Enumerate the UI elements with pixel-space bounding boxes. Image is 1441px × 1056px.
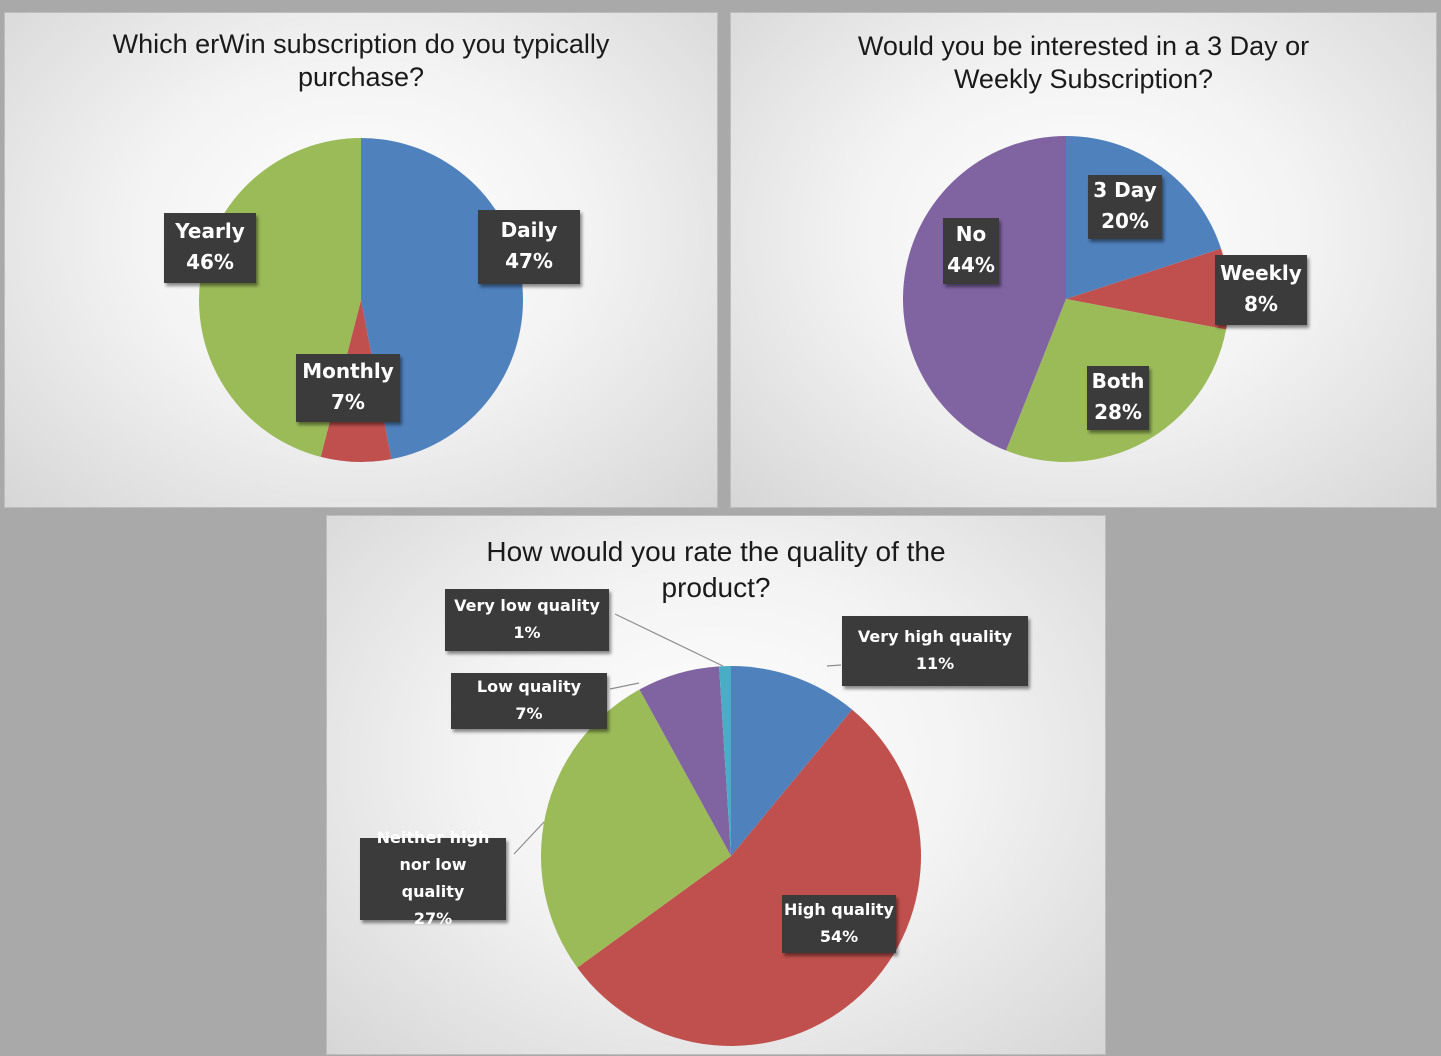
- chart-title: Which erWin subscription do you typicall…: [112, 29, 610, 92]
- data-label-box: [360, 838, 506, 920]
- pie-slice-very-high-quality: [731, 666, 853, 856]
- pie-chart-subscription-type: Daily 47% Monthly 7% Yearly 46%: [164, 138, 580, 462]
- data-label-value: 8%: [1244, 292, 1278, 316]
- pie-slice-no: [903, 136, 1066, 451]
- data-label-category: 3 Day: [1093, 178, 1156, 202]
- data-label-value: 20%: [1101, 209, 1149, 233]
- chart-panel-product-quality: How would you rate the quality of the pr…: [326, 515, 1106, 1055]
- data-label-box: [1087, 366, 1149, 430]
- data-label-category: No: [956, 222, 986, 246]
- data-label-3-day: 3 Day 20%: [1088, 175, 1162, 239]
- data-label-value: 47%: [505, 249, 553, 273]
- leader-line: [826, 664, 842, 667]
- data-label-both: Both 28%: [1087, 366, 1149, 430]
- data-label-yearly: Yearly 46%: [164, 213, 256, 283]
- data-label-category: Low quality: [477, 677, 582, 696]
- pie-slice-weekly: [1066, 248, 1229, 330]
- data-label-category: Both: [1092, 369, 1145, 393]
- pie-slice-very-low-quality: [719, 666, 731, 856]
- data-label-daily: Daily 47%: [478, 210, 580, 284]
- data-label-value: 28%: [1094, 400, 1142, 424]
- data-label-value: 7%: [331, 390, 365, 414]
- data-label-category: Yearly: [174, 219, 244, 243]
- leader-line: [513, 821, 545, 855]
- data-label-value: 46%: [186, 250, 234, 274]
- data-label-value: 44%: [947, 253, 995, 277]
- data-label-weekly: Weekly 8%: [1215, 255, 1307, 325]
- data-label-box: [445, 589, 609, 651]
- data-label-value: 1%: [513, 623, 540, 642]
- data-label-value: 7%: [515, 704, 542, 723]
- leader-line: [609, 682, 640, 690]
- pie-slice-low-quality: [639, 666, 731, 856]
- data-label-neither-high-nor-low-quality: Neither high nor low quality 27%: [360, 828, 506, 928]
- leader-line: [614, 613, 724, 667]
- data-label-category: Daily: [501, 218, 558, 242]
- pie-slice-high-quality: [577, 709, 921, 1046]
- chart-panel-short-subscription-interest: Would you be interested in a 3 Day or We…: [730, 12, 1437, 508]
- data-label-category: Very high quality: [858, 627, 1013, 646]
- data-label-very-high-quality: Very high quality 11%: [842, 616, 1028, 686]
- chart-title: Would you be interested in a 3 Day or We…: [857, 31, 1310, 94]
- chart-title: How would you rate the quality of the pr…: [486, 536, 946, 603]
- data-label-box: [478, 210, 580, 284]
- pie-chart-product-quality: Very high quality 11% High quality 54% Neith…: [360, 589, 1028, 1046]
- data-label-box: [1088, 175, 1162, 239]
- data-label-value: 54%: [820, 927, 858, 946]
- data-label-box: [782, 895, 896, 953]
- data-label-category: quality: [402, 882, 465, 901]
- data-label-category: Neither high: [377, 828, 490, 847]
- data-label-category: Weekly: [1220, 261, 1302, 285]
- data-label-no: No 44%: [943, 218, 999, 284]
- data-label-high-quality: High quality 54%: [782, 895, 896, 953]
- data-label-low-quality: Low quality 7%: [451, 673, 607, 729]
- data-label-box: [164, 213, 256, 283]
- data-label-box: [842, 616, 1028, 686]
- chart-panel-subscription-type: Which erWin subscription do you typicall…: [4, 12, 718, 508]
- data-label-category: nor low: [399, 855, 466, 874]
- data-label-category: High quality: [784, 900, 895, 919]
- data-label-box: [451, 673, 607, 729]
- data-label-very-low-quality: Very low quality 1%: [445, 589, 609, 651]
- data-label-box: [943, 218, 999, 284]
- data-label-box: [296, 354, 400, 422]
- pie-chart-short-subscription-interest: 3 Day 20% Weekly 8% Both 28% No 44%: [903, 136, 1307, 462]
- data-label-category: Very low quality: [454, 596, 600, 615]
- data-label-value: 11%: [916, 654, 954, 673]
- data-label-value: 27%: [414, 909, 452, 928]
- data-label-monthly: Monthly 7%: [296, 354, 400, 422]
- data-label-box: [1215, 255, 1307, 325]
- data-label-category: Monthly: [302, 359, 394, 383]
- pie-slice-neither-high-nor-low-quality: [541, 689, 731, 968]
